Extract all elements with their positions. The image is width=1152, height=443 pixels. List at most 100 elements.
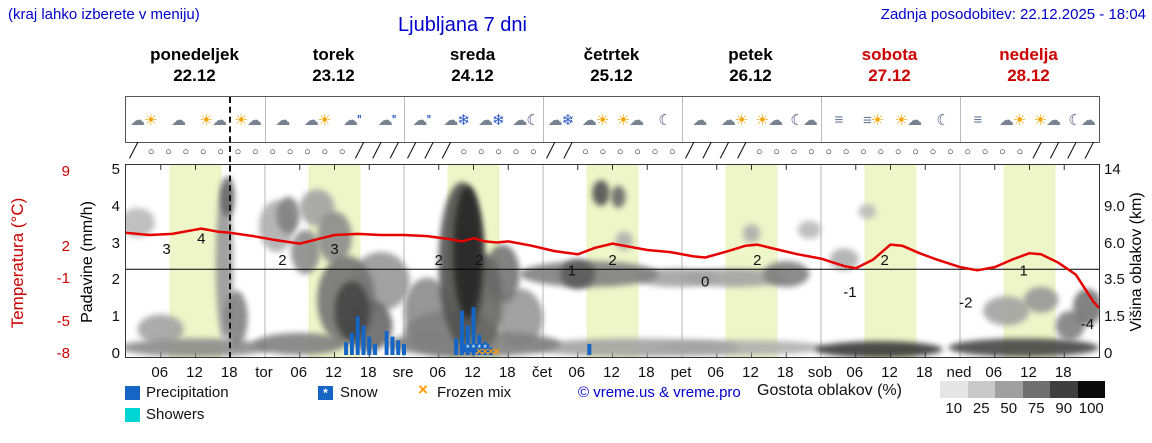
wind-calm-icon: ○ <box>773 146 780 158</box>
density-shade <box>1050 381 1078 398</box>
cloud-height-tick: 6.0 <box>1104 234 1125 252</box>
day-date: 26.12 <box>729 66 772 85</box>
time-tick-12: 12 <box>1020 364 1037 381</box>
time-tick-18: 18 <box>915 364 933 381</box>
frozen-mix-icon: × <box>418 380 428 399</box>
frozen-mix-label: Frozen mix <box>437 384 512 401</box>
cloud-blob <box>611 185 626 208</box>
cloud-blob <box>742 224 761 243</box>
cloud-blob <box>137 314 184 344</box>
wind-calm-icon: ○ <box>217 146 224 158</box>
density-tick: 100 <box>1078 400 1104 417</box>
wind-barb-icon: ╱ <box>737 143 747 159</box>
day-header-torek: torek 23.12 <box>254 44 414 86</box>
precipitation-bar <box>373 343 378 355</box>
weather-icon: ☁ <box>275 111 290 129</box>
temperature-value-label: 0 <box>701 273 709 290</box>
wind-calm-icon: ○ <box>790 146 798 158</box>
day-separator <box>404 97 405 142</box>
time-tick-06: 06 <box>290 364 308 381</box>
cloud-blob <box>858 204 877 219</box>
temperature-line <box>126 227 1099 309</box>
wind-calm-icon: ○ <box>512 146 520 158</box>
weather-icon: ☀☁ <box>199 111 227 129</box>
temp-tick: -5 <box>56 312 70 330</box>
density-shade <box>1022 381 1050 398</box>
menu-hint: (kraj lahko izberete v meniju) <box>8 6 200 23</box>
svg-text:*: * <box>483 343 487 353</box>
day-separator <box>682 97 683 142</box>
weather-icon: ☾☁ <box>1068 111 1095 129</box>
temperature-value-label: 2 <box>435 252 443 269</box>
cloud-blob <box>317 211 352 263</box>
precipitation-bar <box>454 338 459 355</box>
precip-tick: 3 <box>111 234 120 252</box>
temperature-value-label: -4 <box>1081 316 1094 333</box>
wind-calm-icon: ○ <box>616 146 624 158</box>
day-date: 24.12 <box>451 66 494 85</box>
wind-calm-icon: ○ <box>321 146 329 158</box>
cloud-axis-ticks: 14 9.0 6.0 3.5 1.5 0 <box>1104 0 1144 443</box>
frozen-mix-marker: × <box>482 346 488 357</box>
precipitation-bar <box>459 310 464 355</box>
wind-calm-icon: ○ <box>877 146 885 158</box>
precipitation-bar <box>465 325 470 355</box>
svg-text:*: * <box>466 343 470 353</box>
cloud-blob <box>797 220 822 240</box>
wind-calm-icon: ○ <box>860 146 867 158</box>
wind-barb-icon: ╱ <box>442 143 451 159</box>
day-separator <box>265 97 266 142</box>
weather-icon: ☀☁ <box>1033 111 1061 129</box>
wind-barb-icon: ╱ <box>390 143 399 159</box>
wind-barb-icon: ╱ <box>1067 143 1077 159</box>
wind-calm-icon: ○ <box>1016 146 1024 158</box>
day-name: sobota <box>861 45 918 64</box>
precip-tick: 2 <box>111 271 120 289</box>
svg-text:*: * <box>478 343 482 353</box>
cloud-blob <box>220 176 235 217</box>
density-tick: 10 <box>945 400 963 417</box>
precip-tick: 1 <box>111 308 120 326</box>
copyright-link[interactable]: © vreme.us & vreme.pro <box>578 384 741 401</box>
cloud-density-label: Gostota oblakov (%) <box>757 382 902 399</box>
wind-calm-icon: ○ <box>807 146 815 158</box>
frozen-mix-marker: × <box>476 346 482 357</box>
cloud-blob <box>453 185 483 319</box>
snow-star-icon: * <box>323 386 328 400</box>
wind-calm-icon: ○ <box>894 146 902 158</box>
weather-icon: ☁❄ <box>443 111 470 129</box>
precipitation-bar <box>402 343 406 355</box>
last-update: Zadnja posodobitev: 22.12.2025 - 18:04 <box>880 6 1146 23</box>
day-header-četrtek: četrtek 25.12 <box>532 44 692 86</box>
day-separator <box>960 97 961 142</box>
cloud-height-tick: 3.5 <box>1104 271 1125 289</box>
frozen-mix-marker: × <box>493 346 499 357</box>
day-date: 28.12 <box>1007 66 1050 85</box>
showers-label: Showers <box>146 406 205 423</box>
wind-calm-icon: ○ <box>825 146 833 158</box>
precipitation-bar <box>384 331 389 355</box>
wind-barb-icon: ╱ <box>1050 143 1059 159</box>
day-name: nedelja <box>999 45 1058 64</box>
wind-barb-icon: ╱ <box>407 143 416 159</box>
temperature-value-label: 2 <box>608 252 616 269</box>
density-shade <box>967 381 995 398</box>
day-date: 22.12 <box>173 66 216 85</box>
current-time-line <box>229 97 232 358</box>
wind-barb-icon: ╱ <box>1032 143 1042 159</box>
cloud-blob <box>1072 288 1099 326</box>
wind-calm-icon: ○ <box>460 146 468 158</box>
wind-barb-icon: ╱ <box>1085 143 1094 159</box>
temperature-value-label: 4 <box>197 230 205 247</box>
weather-icon: ☁☀ <box>720 111 748 129</box>
wind-barb-icon: ╱ <box>129 143 138 159</box>
wind-calm-icon: ○ <box>964 146 972 158</box>
wind-calm-icon: ○ <box>286 146 294 158</box>
precipitation-bar <box>361 325 366 355</box>
wind-barb-icon: ╱ <box>702 143 712 159</box>
temperature-value-label: 2 <box>881 252 889 269</box>
wind-calm-icon: ○ <box>668 146 676 158</box>
wind-barb-icon: ╱ <box>563 143 573 159</box>
precip-tick: 4 <box>111 197 120 215</box>
weather-icon: ≡ <box>973 111 982 128</box>
